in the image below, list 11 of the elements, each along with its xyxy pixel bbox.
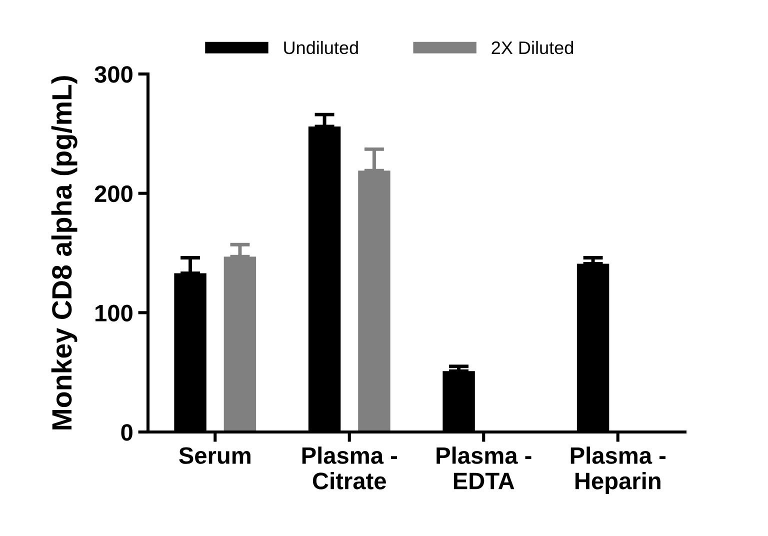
legend-label: 2X Diluted xyxy=(492,40,574,54)
y-axis-title: Monkey CD8 alpha (pg/mL) xyxy=(51,76,78,430)
y-tick-label: 100 xyxy=(96,304,132,322)
legend-label: Undiluted xyxy=(284,40,358,54)
x-tick-label: Plasma - Citrate xyxy=(302,446,397,490)
y-tick-label: 300 xyxy=(94,66,132,83)
y-tick-label: 0 xyxy=(121,424,132,441)
x-tick-label: Plasma - Heparin xyxy=(570,446,666,494)
x-tick-label: Serum xyxy=(179,447,250,464)
x-tick-label: Plasma - EDTA xyxy=(436,446,532,490)
y-tick-label: 200 xyxy=(94,185,132,202)
